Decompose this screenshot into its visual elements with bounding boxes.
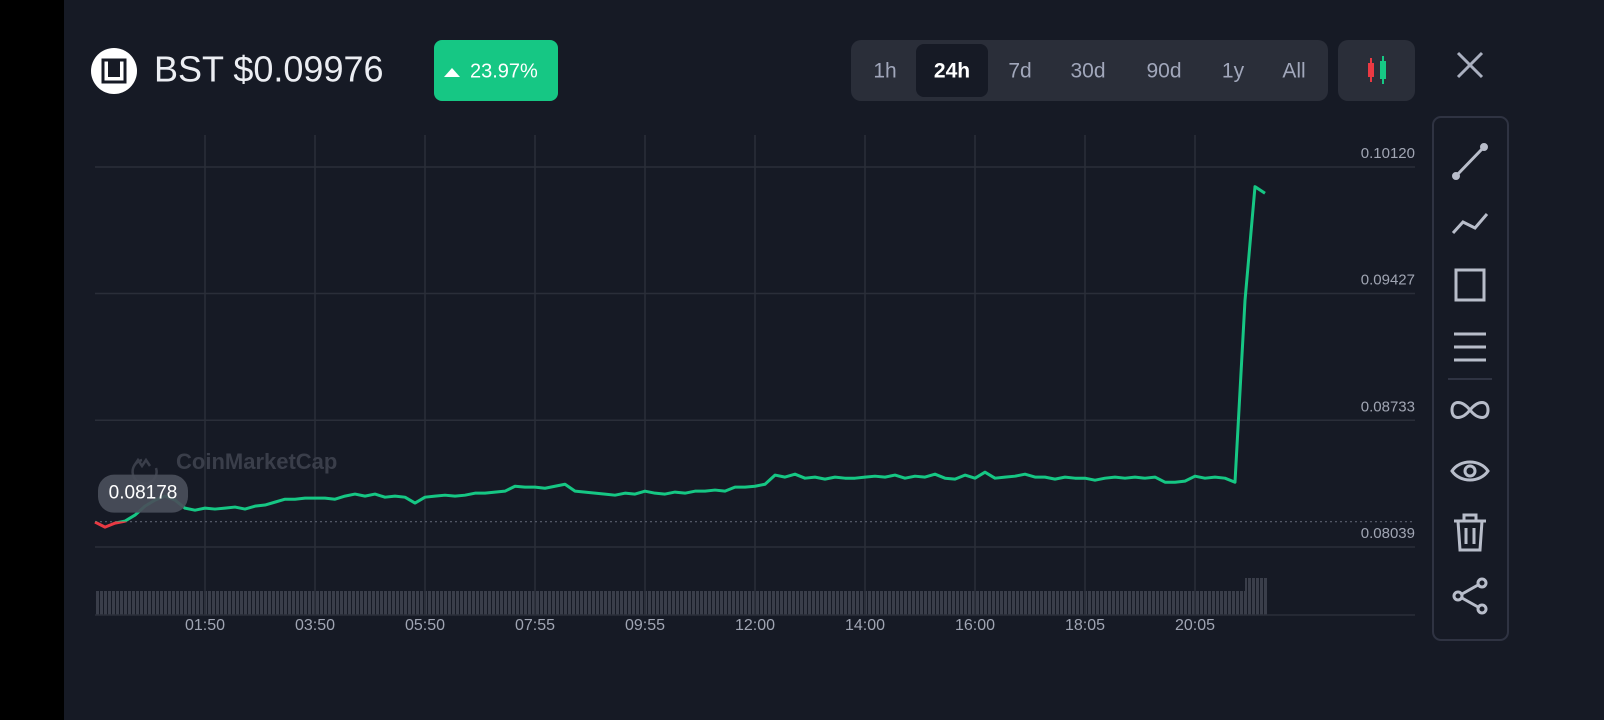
candle-icon bbox=[1368, 56, 1386, 84]
x-tick-label: 14:00 bbox=[845, 617, 885, 634]
watermark: CoinMarketCap bbox=[176, 449, 337, 474]
timeframe-button[interactable]: All bbox=[1282, 60, 1305, 83]
y-tick-label: 0.08039 bbox=[1361, 525, 1415, 542]
timeframe-button[interactable]: 24h bbox=[934, 60, 970, 83]
x-tick-label: 05:50 bbox=[405, 617, 445, 634]
x-tick-label: 09:55 bbox=[625, 617, 665, 634]
timeframe-button[interactable]: 90d bbox=[1146, 60, 1181, 83]
y-tick-label: 0.10120 bbox=[1361, 145, 1415, 162]
x-tick-label: 12:00 bbox=[735, 617, 775, 634]
up-arrow bbox=[444, 68, 460, 77]
x-tick-label: 07:55 bbox=[515, 617, 555, 634]
visibility-tool[interactable] bbox=[1450, 460, 1490, 482]
timeframe-button[interactable]: 30d bbox=[1070, 60, 1105, 83]
x-tick-label: 03:50 bbox=[295, 617, 335, 634]
x-tick-label: 18:05 bbox=[1065, 617, 1105, 634]
price-line bbox=[94, 185, 1266, 529]
y-tick-label: 0.08733 bbox=[1361, 398, 1415, 415]
y-tick-label: 0.09427 bbox=[1361, 272, 1415, 289]
chart-type-button[interactable] bbox=[1338, 40, 1415, 101]
delete-tool[interactable] bbox=[1454, 513, 1486, 552]
timeframe-button[interactable]: 1y bbox=[1222, 60, 1245, 83]
title: BST $0.09976 bbox=[154, 49, 384, 90]
chart: 0.10120 0.09427 0.08733 0.08039 01:50 03:50 05… bbox=[94, 135, 1415, 634]
price-tag bbox=[98, 474, 188, 513]
logo bbox=[91, 48, 137, 94]
timeframe-selected bbox=[916, 44, 988, 97]
path-tool[interactable] bbox=[1451, 213, 1489, 235]
x-tick-label: 01:50 bbox=[185, 617, 225, 634]
timeframe-button[interactable]: 1h bbox=[873, 60, 896, 83]
lines-tool[interactable] bbox=[1454, 332, 1486, 362]
x-tick-label: 16:00 bbox=[955, 617, 995, 634]
volume-bars bbox=[95, 591, 1245, 615]
share-tool[interactable] bbox=[1452, 577, 1488, 615]
magnet-tool[interactable] bbox=[1450, 401, 1490, 419]
timeframe-button[interactable]: 7d bbox=[1008, 60, 1031, 83]
volume-bars bbox=[1245, 578, 1267, 615]
x-tick-label: 20:05 bbox=[1175, 617, 1215, 634]
change: 23.97% bbox=[470, 60, 538, 82]
price-tag-label: 0.08178 bbox=[109, 483, 178, 504]
close-button[interactable] bbox=[1456, 51, 1484, 79]
change-badge bbox=[434, 40, 558, 101]
rectangle-tool[interactable] bbox=[1454, 268, 1486, 302]
trend-line-tool[interactable] bbox=[1452, 143, 1488, 180]
